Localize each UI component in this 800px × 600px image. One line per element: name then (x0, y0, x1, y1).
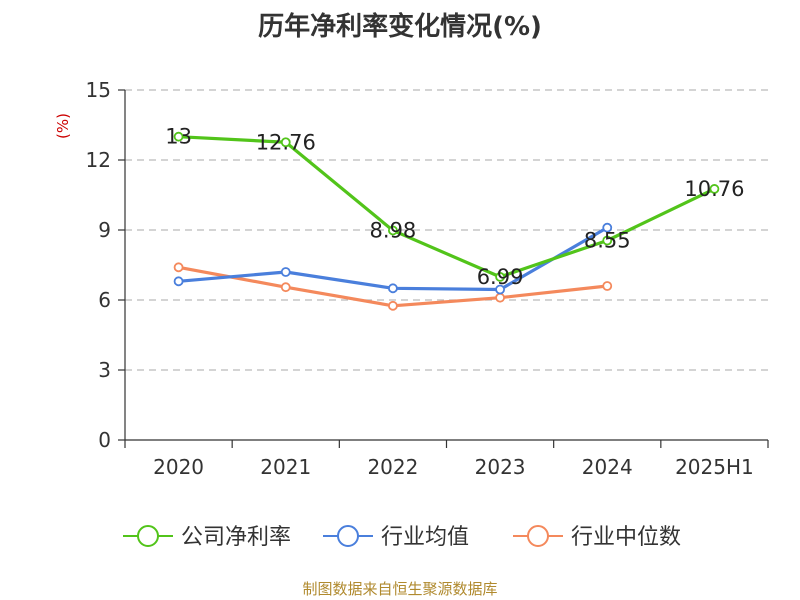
data-point-marker (173, 131, 184, 142)
y-tick-label: 3 (98, 358, 111, 382)
x-tick-label: 2024 (582, 455, 633, 479)
data-point-marker (495, 292, 505, 303)
y-tick-label: 15 (86, 78, 111, 102)
legend-label: 公司净利率 (181, 525, 291, 550)
data-point-marker (280, 282, 291, 293)
data-point-marker (173, 276, 184, 287)
data-point-marker (388, 283, 398, 294)
legend-item[interactable]: 公司净利率 (123, 525, 291, 550)
data-point-marker (495, 284, 505, 295)
legend-marker (337, 525, 359, 547)
grid-lines (125, 89, 768, 371)
x-tick-label: 2020 (153, 455, 204, 479)
data-point-marker (388, 225, 398, 236)
data-label: 8.98 (370, 218, 417, 242)
x-tick-label: 2021 (260, 455, 311, 479)
y-tick-label: 12 (86, 148, 111, 172)
data-point-marker (602, 235, 613, 246)
legend-label: 行业中位数 (571, 525, 681, 550)
legend[interactable]: 公司净利率 行业均值 行业中位数 (123, 525, 681, 550)
data-point-marker (173, 262, 184, 273)
source-note: 制图数据来自恒生聚源数据库 (302, 580, 498, 598)
y-tick-label: 9 (98, 218, 111, 242)
data-point-marker (602, 222, 613, 233)
x-tick-label: 2023 (475, 455, 526, 479)
chart-title: 历年净利率变化情况(%) (258, 12, 542, 42)
data-point-marker (495, 271, 505, 282)
data-point-marker (280, 137, 291, 148)
legend-item[interactable]: 行业均值 (323, 525, 469, 550)
data-labels: 13 12.76 8.98 6.99 8.55 10.76 (165, 125, 744, 289)
series-lines (173, 131, 720, 311)
data-point-marker (280, 267, 291, 277)
y-axis-unit-label: (%) (54, 113, 72, 139)
y-tick-label: 0 (98, 428, 111, 452)
data-point-marker (388, 300, 398, 311)
data-label: 8.55 (584, 229, 631, 253)
y-tick-label: 6 (98, 288, 111, 312)
legend-marker (527, 525, 549, 547)
x-tick-label: 2025H1 (675, 455, 754, 479)
data-label: 10.76 (684, 177, 744, 201)
data-point-marker (602, 281, 613, 291)
x-tick-label: 2022 (367, 455, 418, 479)
legend-label: 行业均值 (381, 525, 469, 550)
series-line (178, 135, 716, 279)
data-label: 6.99 (477, 265, 524, 289)
legend-item[interactable]: 行业中位数 (513, 525, 681, 550)
data-label: 13 (165, 125, 192, 149)
data-point-marker (709, 184, 720, 194)
axes: 0 3 6 9 12 15 2020 2021 2022 2023 2024 2025H1 (%) (54, 78, 769, 479)
legend-marker (137, 525, 159, 547)
data-label: 12.76 (256, 130, 316, 154)
